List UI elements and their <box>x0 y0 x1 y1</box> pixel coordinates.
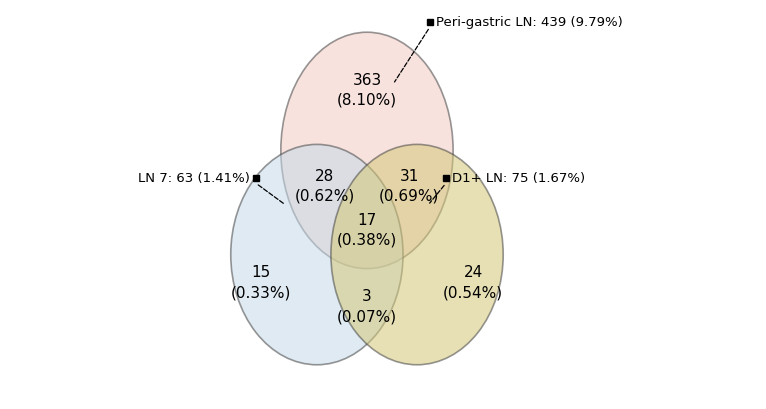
Text: 15
(0.33%): 15 (0.33%) <box>231 265 291 300</box>
Text: 17
(0.38%): 17 (0.38%) <box>337 213 397 248</box>
Text: 28
(0.62%): 28 (0.62%) <box>295 169 355 204</box>
Text: 3
(0.07%): 3 (0.07%) <box>337 289 397 324</box>
Text: 31
(0.69%): 31 (0.69%) <box>379 169 439 204</box>
Text: LN 7: 63 (1.41%): LN 7: 63 (1.41%) <box>138 172 250 185</box>
Ellipse shape <box>281 32 453 269</box>
Text: Peri-gastric LN: 439 (9.79%): Peri-gastric LN: 439 (9.79%) <box>436 16 623 29</box>
Text: 363
(8.10%): 363 (8.10%) <box>337 73 397 108</box>
Text: D1+ LN: 75 (1.67%): D1+ LN: 75 (1.67%) <box>452 172 585 185</box>
Text: 24
(0.54%): 24 (0.54%) <box>443 265 503 300</box>
Ellipse shape <box>331 144 503 365</box>
Ellipse shape <box>231 144 403 365</box>
